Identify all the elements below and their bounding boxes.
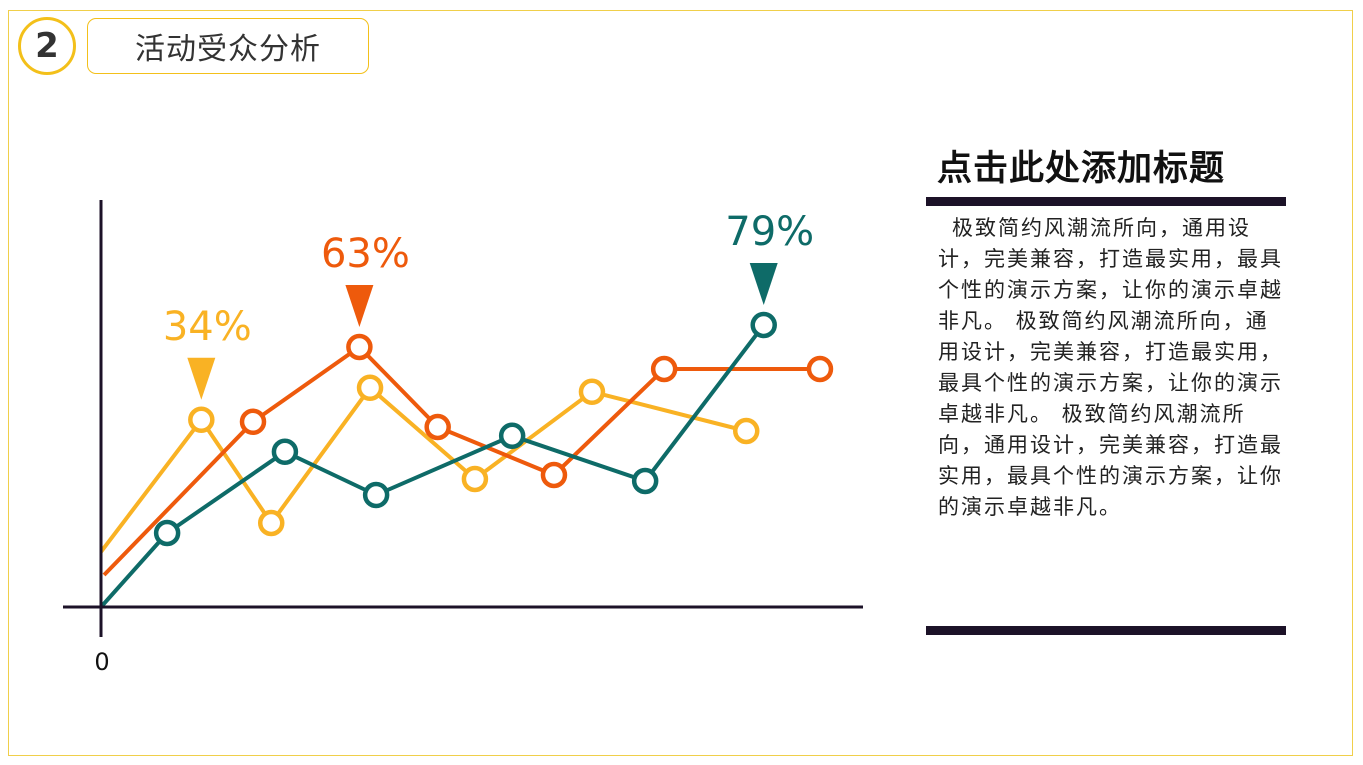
bottom-divider <box>926 626 1286 635</box>
data-point-orange <box>346 333 373 361</box>
data-point-orange <box>540 461 568 489</box>
data-point-orange <box>650 355 678 383</box>
annotation-arrow-icon <box>345 285 374 327</box>
annotation-label: 63% <box>321 231 410 277</box>
data-point-yellow <box>461 465 489 493</box>
annotation-label: 34% <box>163 304 252 350</box>
slide-frame <box>8 10 1353 756</box>
data-point-teal <box>750 311 777 339</box>
line-chart: 0 34% 63% 79% <box>63 200 863 676</box>
data-point-orange <box>424 413 451 441</box>
series-line-orange <box>102 345 820 577</box>
data-point-yellow <box>732 417 760 445</box>
data-point-orange <box>239 408 267 436</box>
data-point-teal <box>153 519 181 547</box>
panel-title: 点击此处添加标题 <box>937 149 1226 189</box>
data-point-teal <box>631 467 659 495</box>
section-number-badge: 2 <box>18 17 76 75</box>
annotation-arrow-icon <box>749 263 778 305</box>
section-title: 活动受众分析 <box>87 18 369 74</box>
data-point-orange <box>806 355 834 383</box>
data-point-yellow <box>578 378 606 406</box>
data-point-yellow <box>188 406 215 434</box>
annotation-arrow-icon <box>187 357 216 400</box>
data-point-yellow <box>257 509 285 537</box>
annotation-label: 79% <box>725 209 814 255</box>
origin-label: 0 <box>94 648 109 676</box>
data-point-teal <box>498 422 526 450</box>
title-divider <box>926 197 1286 206</box>
data-point-teal <box>271 438 299 466</box>
data-point-yellow <box>356 374 384 402</box>
panel-body-text: 极致简约风潮流所向，通用设计，完美兼容，打造最实用，最具个性的演示方案，让你的演… <box>938 216 1283 519</box>
data-point-teal <box>362 481 390 509</box>
